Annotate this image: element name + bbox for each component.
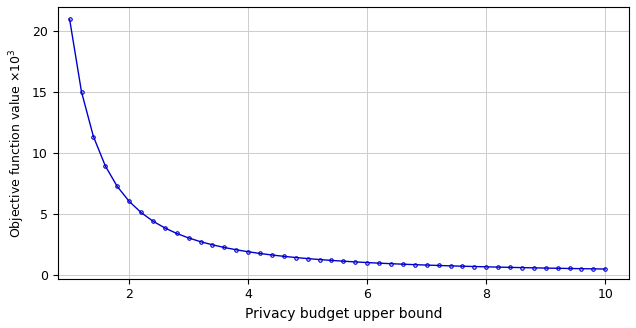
Y-axis label: Objective function value $\times10^3$: Objective function value $\times10^3$	[7, 48, 27, 238]
X-axis label: Privacy budget upper bound: Privacy budget upper bound	[245, 307, 442, 321]
